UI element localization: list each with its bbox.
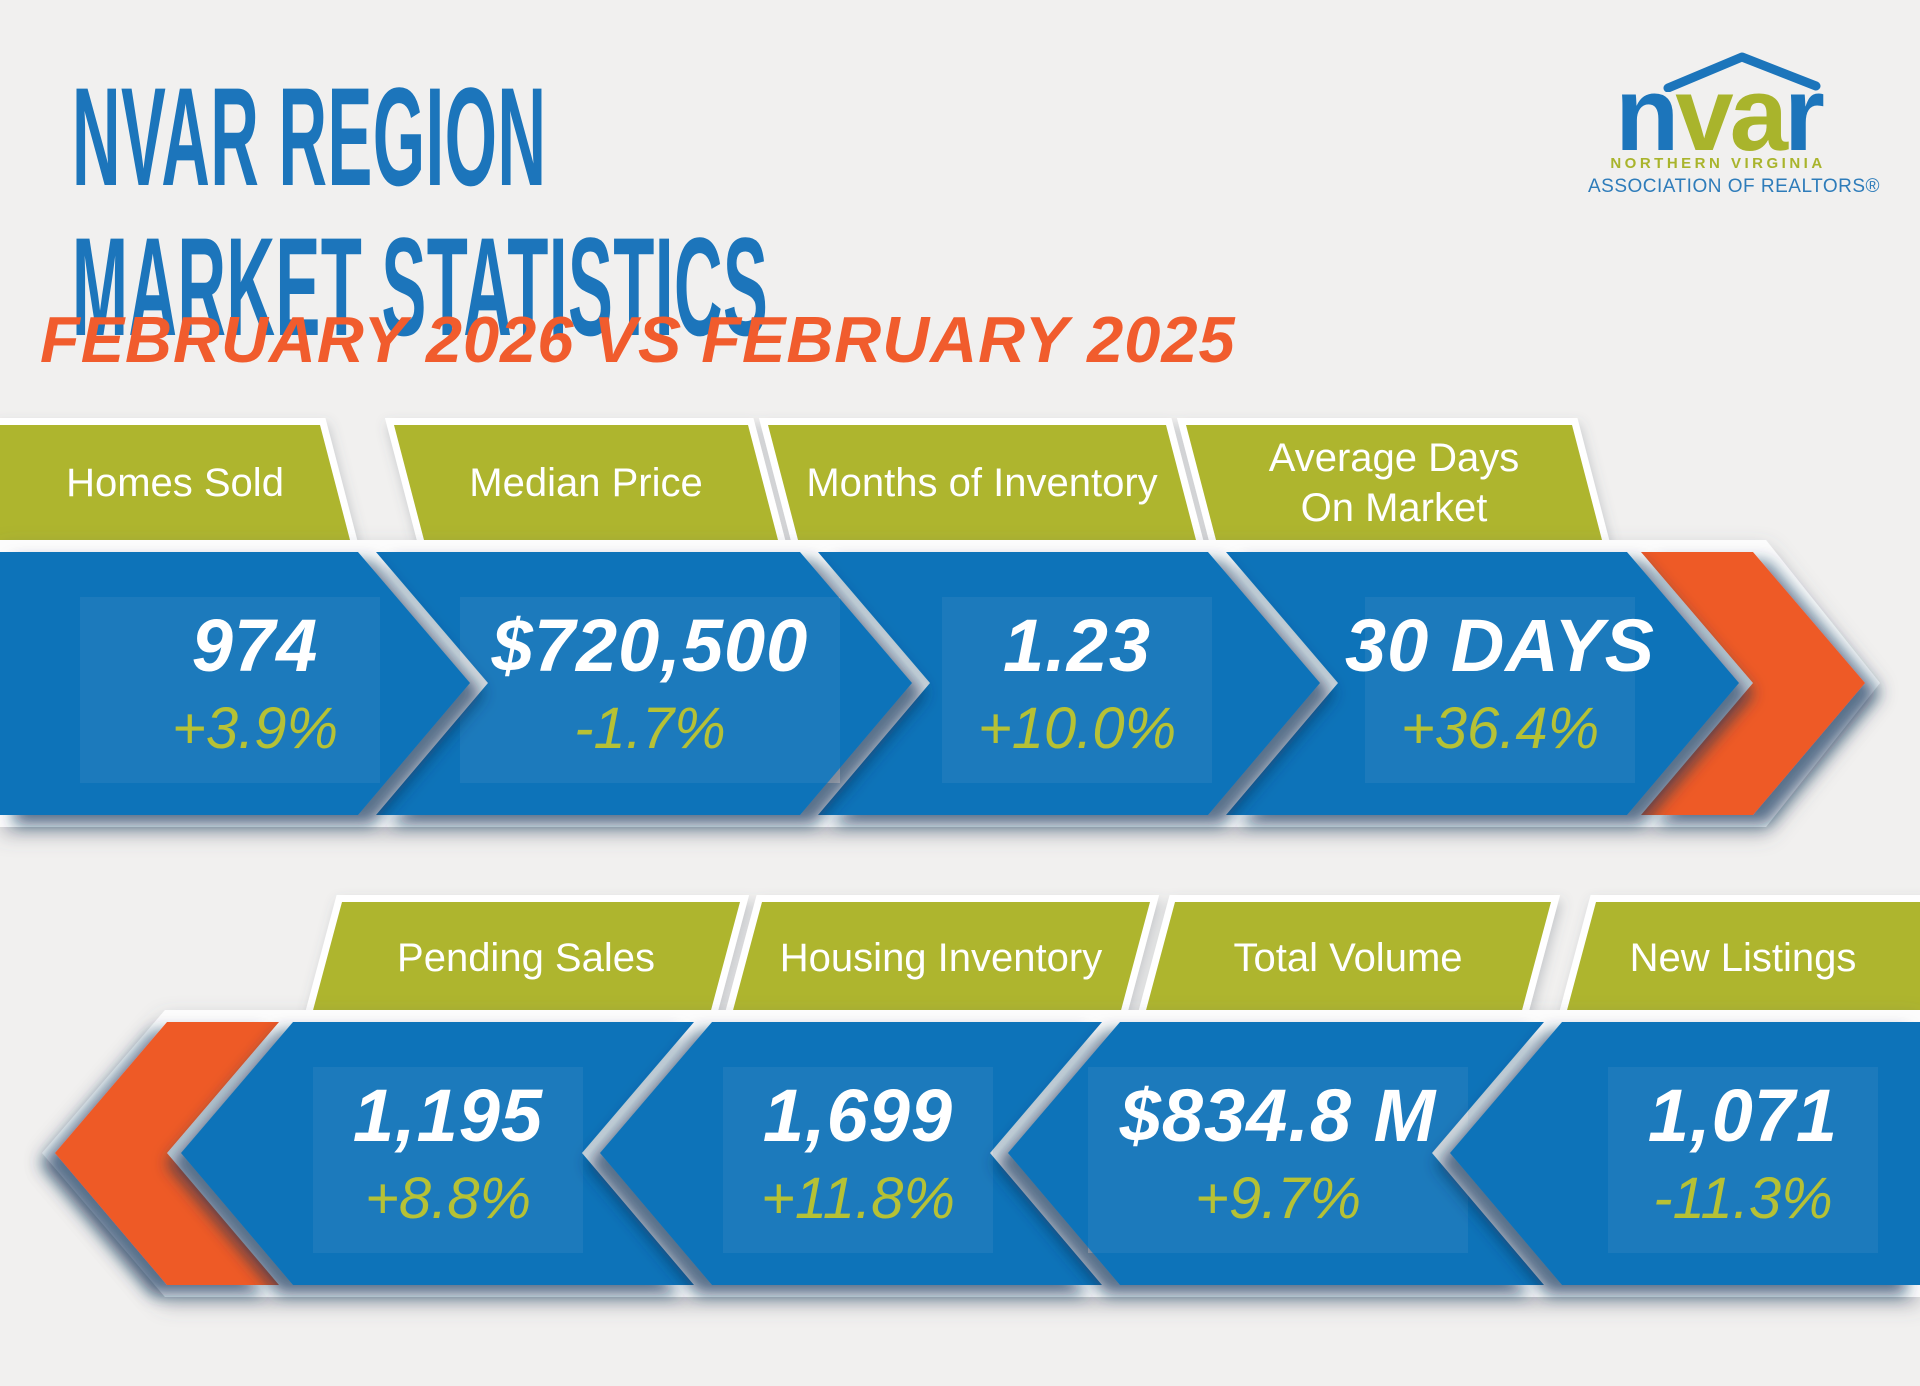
median-price-value: $720,500 (491, 604, 809, 687)
average-days-chevron: 30 DAYS +36.4% (1226, 552, 1739, 815)
row1-label-band: Homes Sold Median Price Months of Invent… (0, 418, 1612, 547)
average-days-change: +36.4% (1401, 696, 1599, 761)
nvar-logo: nvar NORTHERN VIRGINIA ASSOCIATION OF RE… (1588, 46, 1881, 198)
logo-tagline-northern-virginia: NORTHERN VIRGINIA (1610, 155, 1826, 172)
pending-sales-chevron: 1,195 +8.8% (181, 1022, 694, 1285)
housing-inventory-change: +11.8% (761, 1166, 955, 1231)
row2-label-band: Pending Sales Housing Inventory Total Vo… (302, 895, 1920, 1021)
new-listings-value: 1,071 (1648, 1074, 1838, 1157)
pending-sales-change: +8.8% (365, 1166, 531, 1231)
homes-sold-chevron: 974 +3.9% (0, 552, 470, 815)
average-days-label-line1: Average Days (1269, 436, 1520, 480)
new-listings-label: New Listings (1630, 936, 1857, 980)
pending-sales-value: 1,195 (353, 1074, 544, 1157)
housing-inventory-chevron: 1,699 +11.8% (600, 1022, 1102, 1285)
months-of-inventory-change: +10.0% (978, 696, 1176, 761)
arrow-head-right-icon (1641, 552, 1865, 815)
total-volume-label: Total Volume (1233, 936, 1462, 980)
median-price-change: -1.7% (574, 696, 726, 761)
pending-sales-label: Pending Sales (397, 936, 655, 980)
page-title-line1: NVAR REGION (72, 58, 547, 215)
logo-letter-r: r (1784, 56, 1825, 173)
median-price-chevron: $720,500 -1.7% (376, 552, 912, 815)
homes-sold-change: +3.9% (172, 696, 338, 761)
total-volume-change: +9.7% (1195, 1166, 1361, 1231)
months-of-inventory-label: Months of Inventory (806, 461, 1157, 505)
logo-letters-va: va (1675, 56, 1788, 173)
new-listings-label-tab (1556, 895, 1920, 1021)
months-of-inventory-chevron: 1.23 +10.0% (818, 552, 1320, 815)
roof-icon (1663, 52, 1821, 92)
average-days-value: 30 DAYS (1345, 604, 1655, 687)
average-days-label-line2: On Market (1301, 486, 1488, 530)
logo-tagline-association: ASSOCIATION OF REALTORS® (1588, 176, 1881, 197)
housing-inventory-value: 1,699 (763, 1074, 953, 1157)
new-listings-chevron: 1,071 -11.3% (1450, 1022, 1920, 1285)
total-volume-value: $834.8 M (1119, 1074, 1437, 1157)
homes-sold-value: 974 (192, 604, 318, 687)
housing-inventory-label: Housing Inventory (780, 936, 1102, 980)
total-volume-chevron: $834.8 M +9.7% (1008, 1022, 1544, 1285)
page-title: NVAR REGION MARKET STATISTICS (72, 62, 768, 362)
arrow-head-left-icon (55, 1022, 279, 1285)
homes-sold-label: Homes Sold (66, 461, 284, 505)
page-title-line2: MARKET STATISTICS (72, 207, 769, 365)
median-price-label: Median Price (469, 461, 702, 505)
logo-wordmark: nvar (1588, 62, 1848, 167)
new-listings-change: -11.3% (1653, 1166, 1832, 1231)
comparison-subtitle: FEBRUARY 2026 VS FEBRUARY 2025 (40, 303, 1236, 376)
logo-letter-n: n (1615, 56, 1679, 173)
months-of-inventory-value: 1.23 (1003, 604, 1151, 687)
